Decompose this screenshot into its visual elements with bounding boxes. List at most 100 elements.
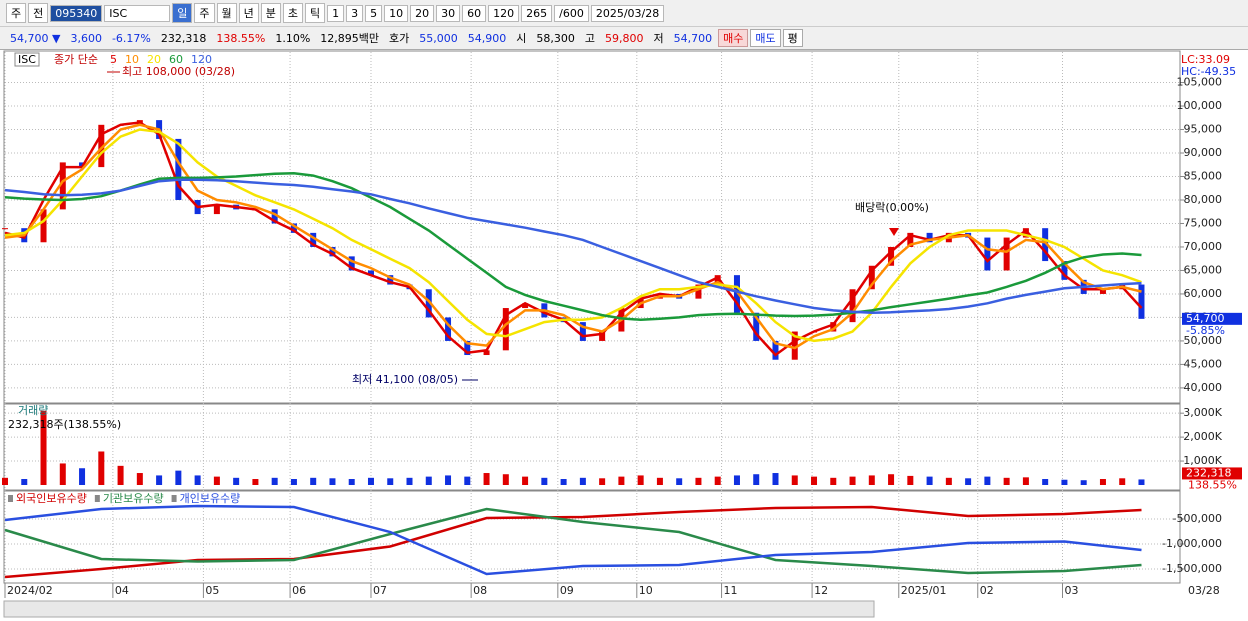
legend-entry: 20 (147, 53, 161, 66)
toolbar-button[interactable]: 2025/03/28 (590, 4, 665, 22)
candle (599, 331, 606, 341)
y-tick-label: 75,000 (1184, 216, 1223, 229)
plot-frame (3, 490, 1181, 584)
candle (464, 340, 471, 356)
toolbar-button[interactable]: 10 (384, 4, 409, 22)
x-tick-label: 06 (292, 584, 306, 597)
volume-bar (888, 474, 895, 485)
volume-bar (2, 477, 8, 485)
toolbar-button[interactable]: 주 (194, 3, 215, 23)
quote-field[interactable]: 매도 (750, 29, 781, 47)
candle (271, 209, 278, 224)
last-volume-box (1182, 467, 1242, 480)
y-tick-label: 85,000 (1184, 169, 1223, 182)
volume-bar (310, 477, 317, 485)
y-tick-label: 65,000 (1184, 263, 1223, 276)
toolbar-button[interactable]: 1 (327, 4, 345, 22)
x-tick-label: 10 (639, 584, 653, 597)
volume-bar (464, 476, 471, 485)
toolbar-button[interactable]: 60 (462, 4, 487, 22)
volume-bar (541, 477, 548, 485)
high-note: 최고 108,000 (03/28) (122, 65, 235, 78)
volume-bar (656, 477, 663, 485)
volume-bar (733, 475, 740, 485)
legend-entry: 외국인보유수량 (16, 492, 87, 505)
quote-field: 54,700 (673, 31, 713, 45)
volume-bar (21, 479, 28, 485)
candle (502, 308, 509, 351)
quote-field: 고 (584, 32, 596, 45)
y-tick-label: 45,000 (1184, 357, 1223, 370)
legend-entry: 10 (125, 53, 139, 66)
quote-field: 54,700 ▼ (10, 31, 61, 45)
volume-bar (445, 475, 452, 485)
candle (1099, 289, 1106, 294)
toolbar-button[interactable]: 5 (365, 4, 383, 22)
x-tick-label: 02 (980, 584, 994, 597)
y-tick-label: 3,000K (1183, 406, 1222, 419)
volume-bar (772, 473, 779, 485)
quote-field: 54,900 (467, 31, 507, 45)
toolbar-button[interactable]: 전 (28, 3, 49, 23)
quote-field: 1.10% (275, 31, 311, 45)
toolbar-button[interactable]: 120 (488, 4, 520, 22)
y-tick-label: 90,000 (1184, 146, 1223, 159)
legend-entry: 5 (110, 53, 117, 66)
toolbar-button[interactable]: 3 (346, 4, 364, 22)
volume-bar (483, 473, 490, 485)
volume-bar (637, 475, 644, 485)
volume-bar (175, 470, 182, 485)
volume-bar (676, 478, 683, 485)
toolbar-button[interactable]: 265 (521, 4, 553, 22)
quote-field: 호가 (389, 32, 410, 45)
volume-bar (1080, 480, 1087, 485)
toolbar-button[interactable]: /600 (554, 4, 589, 22)
quote-field: 138.55% (216, 31, 266, 45)
y-tick-label: -1,500,000 (1162, 562, 1222, 575)
volume-bar (59, 463, 66, 485)
y-tick-label: 80,000 (1184, 193, 1223, 206)
x-tick-label: 11 (724, 584, 738, 597)
x-tick-label: 12 (814, 584, 828, 597)
quote-field[interactable]: 평 (782, 29, 803, 47)
candle (1003, 237, 1010, 271)
volume-bar (136, 473, 143, 485)
toolbar-button[interactable]: 분 (260, 3, 281, 23)
toolbar-button[interactable]: 초 (282, 3, 303, 23)
candle (2, 228, 8, 230)
legend-swatch (8, 495, 13, 502)
candle (695, 284, 702, 299)
toolbar: 주 전 095340 ISC 일 주 월 년 분 초 틱 1 3 5 10 20 30 60 120 265/600 2… (0, 0, 1248, 27)
toolbar-button[interactable]: 월 (216, 3, 237, 23)
holding-line (4, 504, 1142, 576)
panel-title: 거래량 (18, 404, 48, 417)
volume-bar (1061, 479, 1068, 485)
candle (888, 246, 895, 266)
y-tick-label: 40,000 (1184, 381, 1223, 394)
volume-bar (811, 476, 818, 485)
event-note: 배당락(0.00%) (855, 201, 929, 214)
toolbar-button[interactable]: 20 (410, 4, 435, 22)
candle (425, 289, 432, 318)
quote-field[interactable]: 매수 (718, 29, 749, 47)
toolbar-button[interactable]: 틱 (305, 3, 326, 23)
toolbar-button[interactable]: ISC (104, 4, 171, 22)
x-tick-label: 09 (560, 584, 574, 597)
toolbar-button[interactable]: 일 (172, 3, 193, 23)
volume-bar (1099, 479, 1106, 485)
volume-bar (714, 476, 721, 485)
toolbar-button[interactable]: 30 (436, 4, 461, 22)
candle (772, 340, 779, 360)
toolbar-button[interactable]: 095340 (50, 4, 103, 22)
candle (849, 289, 856, 323)
volume-bar (271, 477, 278, 485)
toolbar-button[interactable]: 년 (238, 3, 259, 23)
legend-title: 종가 단순 (54, 53, 98, 66)
y-tick-label: 70,000 (1184, 240, 1223, 253)
plot-frame (3, 50, 1181, 404)
candle (1022, 228, 1029, 238)
y-tick-label: 100,000 (1177, 99, 1223, 112)
candle (40, 209, 47, 243)
last-price: 54,700 (1186, 312, 1225, 325)
toolbar-button[interactable]: 주 (6, 3, 27, 23)
